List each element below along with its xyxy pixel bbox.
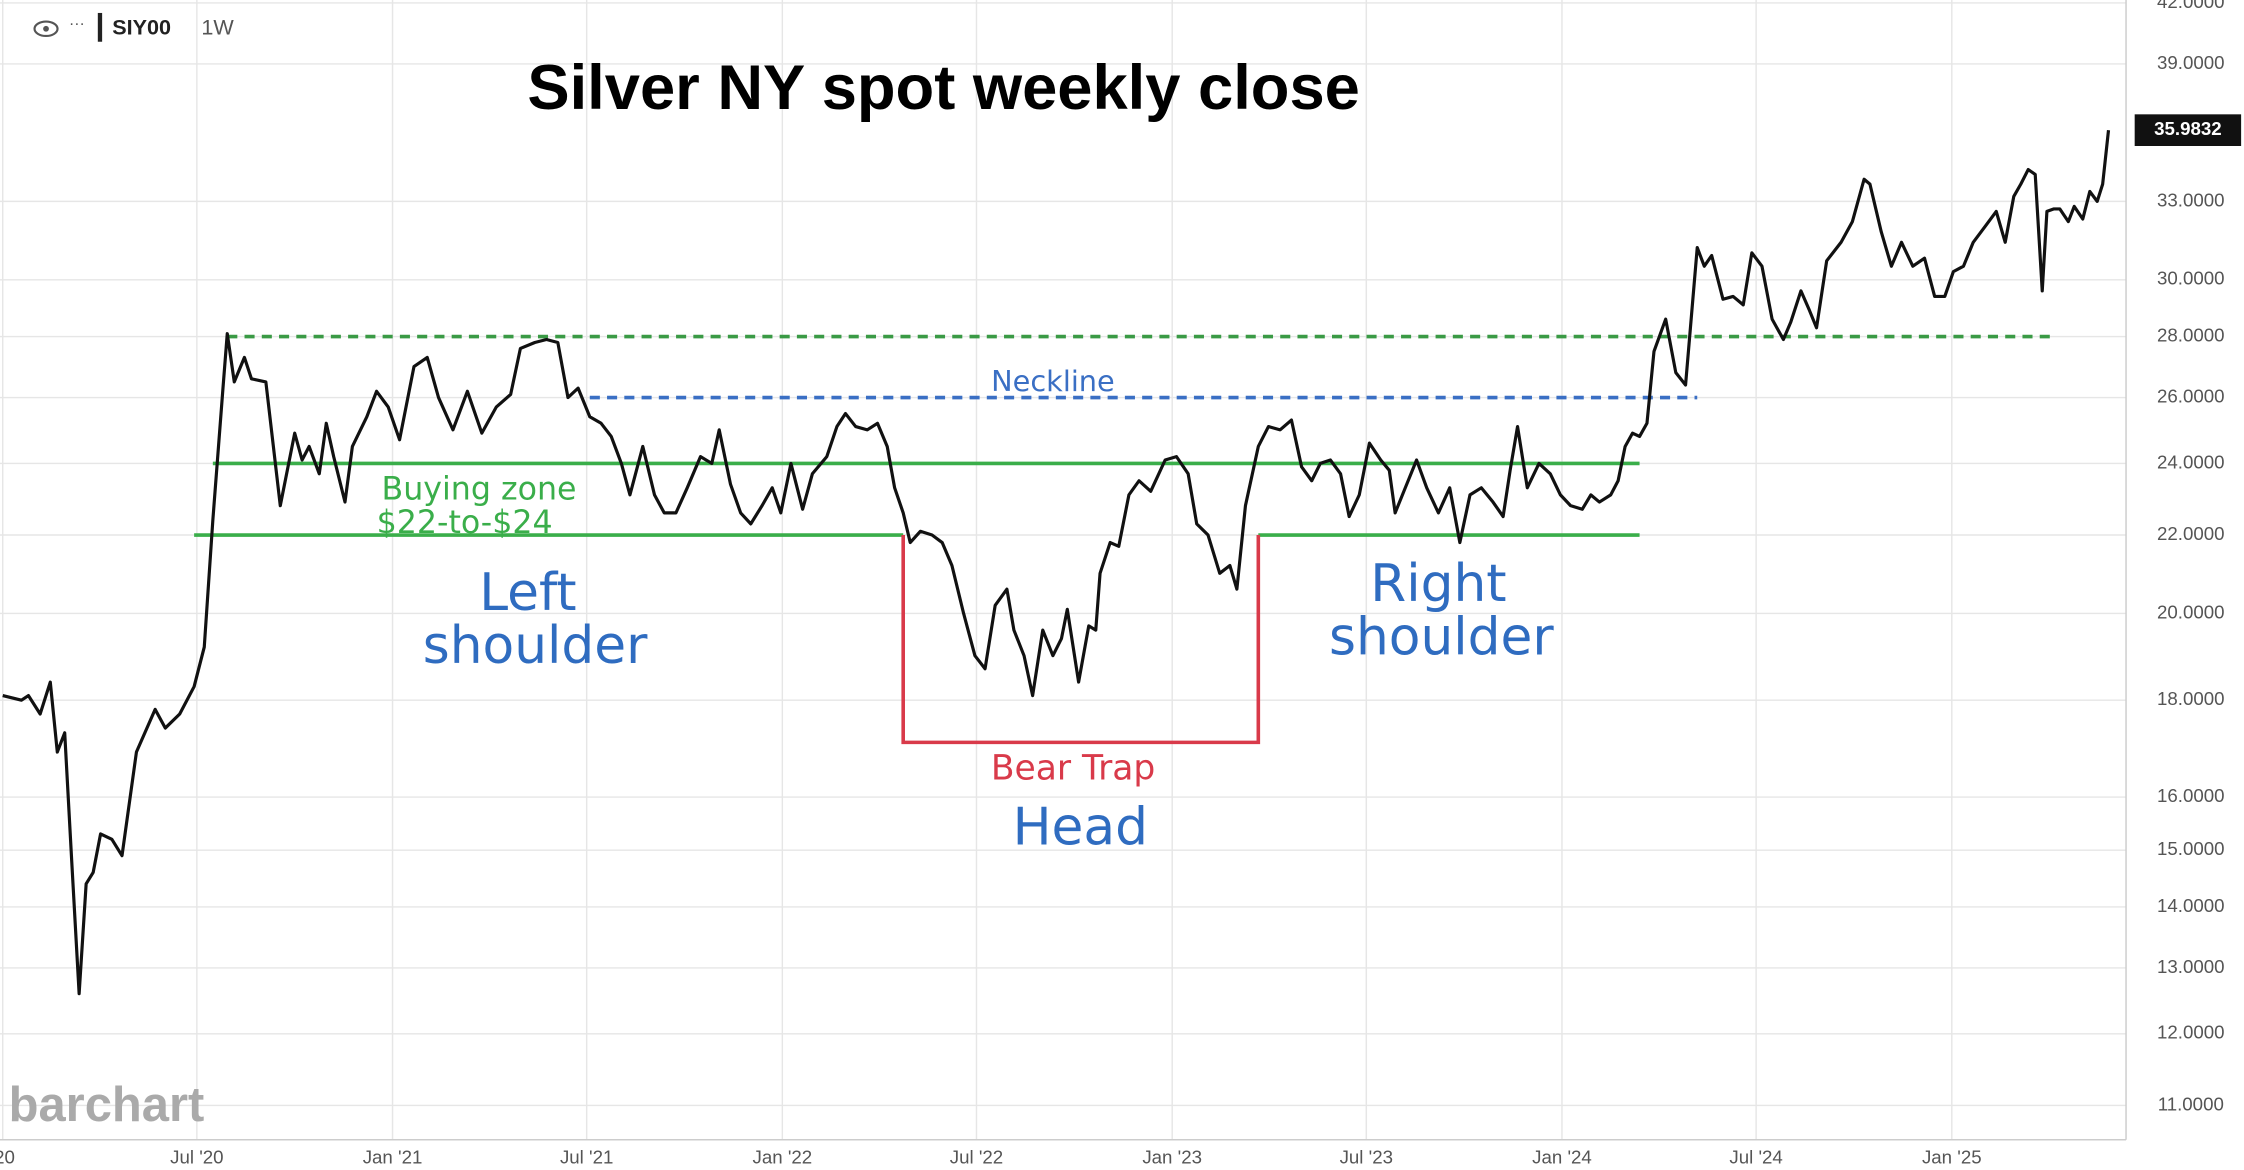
annotation: shoulder bbox=[423, 616, 648, 676]
annotation: Left bbox=[479, 563, 576, 623]
x-tick-label: Jul '21 bbox=[560, 1146, 613, 1167]
menu-dots: ··· bbox=[69, 16, 85, 33]
annotation: Bear Trap bbox=[991, 748, 1155, 788]
annotation: Neckline bbox=[991, 364, 1115, 398]
symbol: SIY00 bbox=[112, 14, 171, 39]
y-tick-label: 12.0000 bbox=[2157, 1022, 2225, 1043]
y-tick-label: 22.0000 bbox=[2157, 523, 2225, 544]
overlay bbox=[194, 334, 2054, 745]
y-tick-label: 11.0000 bbox=[2158, 1093, 2224, 1114]
x-tick-label: Jan '23 bbox=[1142, 1146, 1202, 1167]
y-tick-label: 30.0000 bbox=[2157, 268, 2225, 289]
y-tick-label: 39.0000 bbox=[2157, 52, 2225, 73]
plot bbox=[2, 129, 2111, 996]
x-tick-label: Jan '22 bbox=[753, 1146, 813, 1167]
y-tick-label: 26.0000 bbox=[2157, 385, 2225, 406]
x-tick-label: Jul '22 bbox=[950, 1146, 1003, 1167]
x-tick-label: Jan '25 bbox=[1922, 1146, 1982, 1167]
x-tick-label: '20 bbox=[0, 1146, 15, 1167]
last-price-label: 35.9832 bbox=[2154, 118, 2222, 139]
symbol-header[interactable]: ··· SIY00 1W bbox=[33, 12, 235, 42]
x-tick-label: Jan '21 bbox=[363, 1146, 423, 1167]
y-tick-label: 33.0000 bbox=[2157, 189, 2225, 210]
y-tick-label: 16.0000 bbox=[2157, 785, 2225, 806]
x-tick-label: Jul '23 bbox=[1340, 1146, 1393, 1167]
y-tick-label: 28.0000 bbox=[2157, 325, 2225, 346]
annotation: $22-to-$24 bbox=[377, 505, 553, 541]
y-tick-label: 18.0000 bbox=[2157, 688, 2225, 709]
annotation: Right bbox=[1370, 554, 1506, 614]
bear-trap bbox=[901, 535, 1261, 745]
eye-pupil bbox=[43, 25, 49, 32]
last-price-box bbox=[2134, 114, 2242, 146]
annotation: Buying zone bbox=[382, 472, 577, 508]
x-tick-label: Jan '24 bbox=[1532, 1146, 1592, 1167]
y-tick-label: 24.0000 bbox=[2157, 451, 2225, 472]
header-bar bbox=[97, 12, 103, 42]
watermark: barchart bbox=[9, 1078, 205, 1132]
y-tick-label: 14.0000 bbox=[2157, 895, 2225, 916]
y-tick-label: 13.0000 bbox=[2157, 956, 2225, 977]
x-tick-label: Jul '24 bbox=[1729, 1146, 1782, 1167]
y-tick-label: 15.0000 bbox=[2157, 838, 2225, 859]
y-tick-label: 42.0000 bbox=[2157, 0, 2225, 12]
interval: 1W bbox=[201, 14, 234, 39]
annotation: Head bbox=[1013, 797, 1148, 857]
x-tick-label: Jul '20 bbox=[170, 1146, 223, 1167]
y-tick-label: 20.0000 bbox=[2157, 601, 2225, 622]
price-line bbox=[2, 129, 2111, 996]
chart-title: Silver NY spot weekly close bbox=[527, 53, 1359, 123]
annotation: shoulder bbox=[1329, 607, 1554, 667]
eye-icon[interactable] bbox=[33, 20, 59, 38]
